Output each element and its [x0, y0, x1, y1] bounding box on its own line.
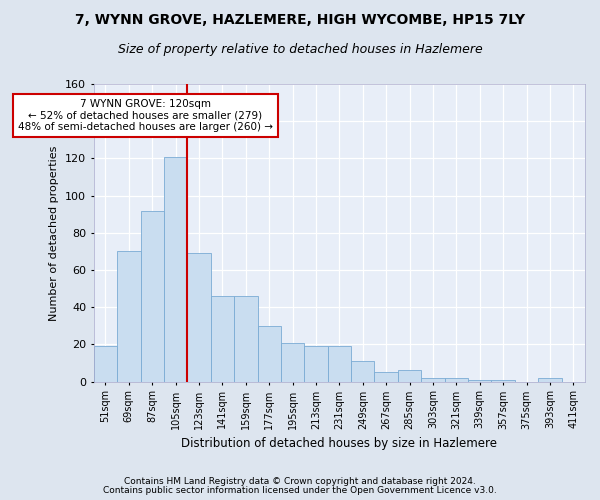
Bar: [398, 370, 421, 382]
Bar: [117, 252, 140, 382]
Bar: [234, 296, 257, 382]
Bar: [211, 296, 234, 382]
Bar: [257, 326, 281, 382]
Bar: [445, 378, 468, 382]
Text: Size of property relative to detached houses in Hazlemere: Size of property relative to detached ho…: [118, 42, 482, 56]
Bar: [94, 346, 117, 382]
Bar: [281, 342, 304, 382]
Bar: [304, 346, 328, 382]
Text: Contains HM Land Registry data © Crown copyright and database right 2024.: Contains HM Land Registry data © Crown c…: [124, 477, 476, 486]
Bar: [468, 380, 491, 382]
Text: 7, WYNN GROVE, HAZLEMERE, HIGH WYCOMBE, HP15 7LY: 7, WYNN GROVE, HAZLEMERE, HIGH WYCOMBE, …: [75, 12, 525, 26]
X-axis label: Distribution of detached houses by size in Hazlemere: Distribution of detached houses by size …: [181, 437, 497, 450]
Bar: [328, 346, 351, 382]
Bar: [351, 361, 374, 382]
Bar: [164, 156, 187, 382]
Bar: [538, 378, 562, 382]
Text: 7 WYNN GROVE: 120sqm
← 52% of detached houses are smaller (279)
48% of semi-deta: 7 WYNN GROVE: 120sqm ← 52% of detached h…: [18, 99, 273, 132]
Bar: [374, 372, 398, 382]
Bar: [140, 210, 164, 382]
Y-axis label: Number of detached properties: Number of detached properties: [49, 145, 59, 320]
Bar: [421, 378, 445, 382]
Bar: [491, 380, 515, 382]
Text: Contains public sector information licensed under the Open Government Licence v3: Contains public sector information licen…: [103, 486, 497, 495]
Bar: [187, 254, 211, 382]
